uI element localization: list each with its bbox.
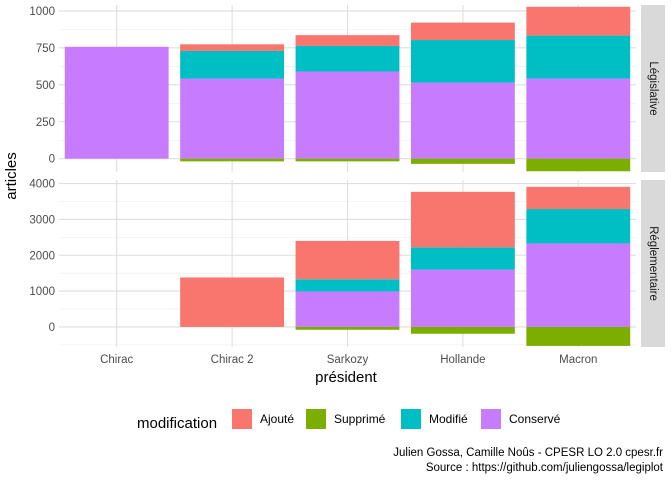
legend-label-ajoute: Ajouté — [260, 412, 294, 426]
legend-label-modifie: Modifié — [429, 412, 468, 426]
facet-strip-label: Réglementaire — [647, 226, 659, 301]
facet-strip-label: Législative — [647, 61, 659, 115]
bar-reglementaire-hollande-supprime — [410, 326, 515, 334]
y-tick-label: 0 — [49, 154, 55, 166]
x-tick-label: Chirac — [100, 354, 133, 366]
y-tick-label: 1000 — [29, 286, 55, 298]
bar-legislative-hollande-supprime — [410, 158, 515, 164]
legend-key-conserve — [481, 409, 501, 429]
x-axis: Chirac Chirac 2 Sarkozy Hollande Macron — [100, 354, 597, 366]
y-tick-label: 750 — [36, 43, 55, 55]
chart-panels: 0 250 500 750 1000 Législative 0 1000 2000 3000 40… — [29, 5, 665, 347]
bar-reglementaire-macron-conserve — [526, 243, 631, 327]
legend-key-ajoute — [232, 409, 252, 429]
legend-title: modification — [137, 415, 217, 432]
bar-legislative-hollande-ajoute — [410, 22, 515, 41]
y-tick-label: 250 — [36, 117, 55, 129]
bar-legislative-sarkozy-modifie — [295, 45, 400, 72]
x-tick-label: Sarkozy — [327, 354, 369, 366]
legend-label-conserve: Conservé — [509, 412, 561, 426]
bar-reglementaire-sarkozy-supprime — [295, 326, 400, 330]
y-tick-label: 3000 — [29, 214, 55, 226]
legend-key-supprime — [306, 409, 326, 429]
bar-reglementaire-macron-modifie — [526, 209, 631, 244]
y-tick-label: 0 — [49, 322, 55, 334]
bar-reglementaire-chirac-2-ajoute — [180, 277, 285, 327]
bar-legislative-macron-conserve — [526, 78, 631, 159]
y-tick-label: 500 — [36, 80, 55, 92]
bar-legislative-sarkozy-ajoute — [295, 35, 400, 46]
x-tick-label: Hollande — [440, 354, 485, 366]
bar-legislative-macron-ajoute — [526, 6, 631, 36]
bar-reglementaire-sarkozy-conserve — [295, 291, 400, 327]
bar-reglementaire-macron-supprime — [526, 326, 631, 346]
bar-legislative-sarkozy-conserve — [295, 71, 400, 159]
bar-legislative-chirac-2-ajoute — [180, 44, 285, 51]
legend-label-supprime: Supprimé — [334, 412, 386, 426]
bar-legislative-macron-modifie — [526, 35, 631, 79]
bar-legislative-chirac-conserve — [64, 46, 169, 159]
facet-strip — [641, 180, 665, 347]
bar-reglementaire-sarkozy-ajoute — [295, 240, 400, 280]
bar-legislative-macron-supprime — [526, 158, 631, 172]
facet-strip — [641, 5, 665, 172]
panel-reglementaire: 0 1000 2000 3000 4000 Réglementaire — [29, 179, 665, 347]
legend: modification Ajouté Supprimé Modifié Conser… — [137, 409, 561, 432]
x-tick-label: Macron — [559, 354, 597, 366]
bar-reglementaire-hollande-conserve — [410, 269, 515, 327]
caption-source: Source : https://github.com/juliengossa/… — [426, 462, 664, 474]
bar-legislative-chirac-2-supprime — [180, 158, 285, 162]
y-tick-label: 1000 — [29, 6, 55, 18]
y-axis-title: articles — [3, 152, 20, 200]
caption-credits: Julien Gossa, Camille Noûs - CPESR LO 2.… — [393, 447, 663, 459]
bar-legislative-chirac-2-conserve — [180, 78, 285, 159]
bar-reglementaire-sarkozy-modifie — [295, 279, 400, 292]
bar-legislative-hollande-modifie — [410, 40, 515, 83]
y-tick-label: 2000 — [29, 250, 55, 262]
y-tick-label: 4000 — [29, 179, 55, 191]
bar-legislative-chirac-2-modifie — [180, 50, 285, 79]
legend-key-modifie — [401, 409, 421, 429]
x-axis-title: président — [315, 369, 378, 386]
x-tick-label: Chirac 2 — [211, 354, 254, 366]
bar-reglementaire-hollande-ajoute — [410, 191, 515, 248]
bar-legislative-hollande-conserve — [410, 82, 515, 159]
bar-reglementaire-macron-ajoute — [526, 186, 631, 210]
panel-legislative: 0 250 500 750 1000 Législative — [29, 5, 665, 172]
bar-reglementaire-hollande-modifie — [410, 247, 515, 270]
bar-legislative-sarkozy-supprime — [295, 158, 400, 162]
